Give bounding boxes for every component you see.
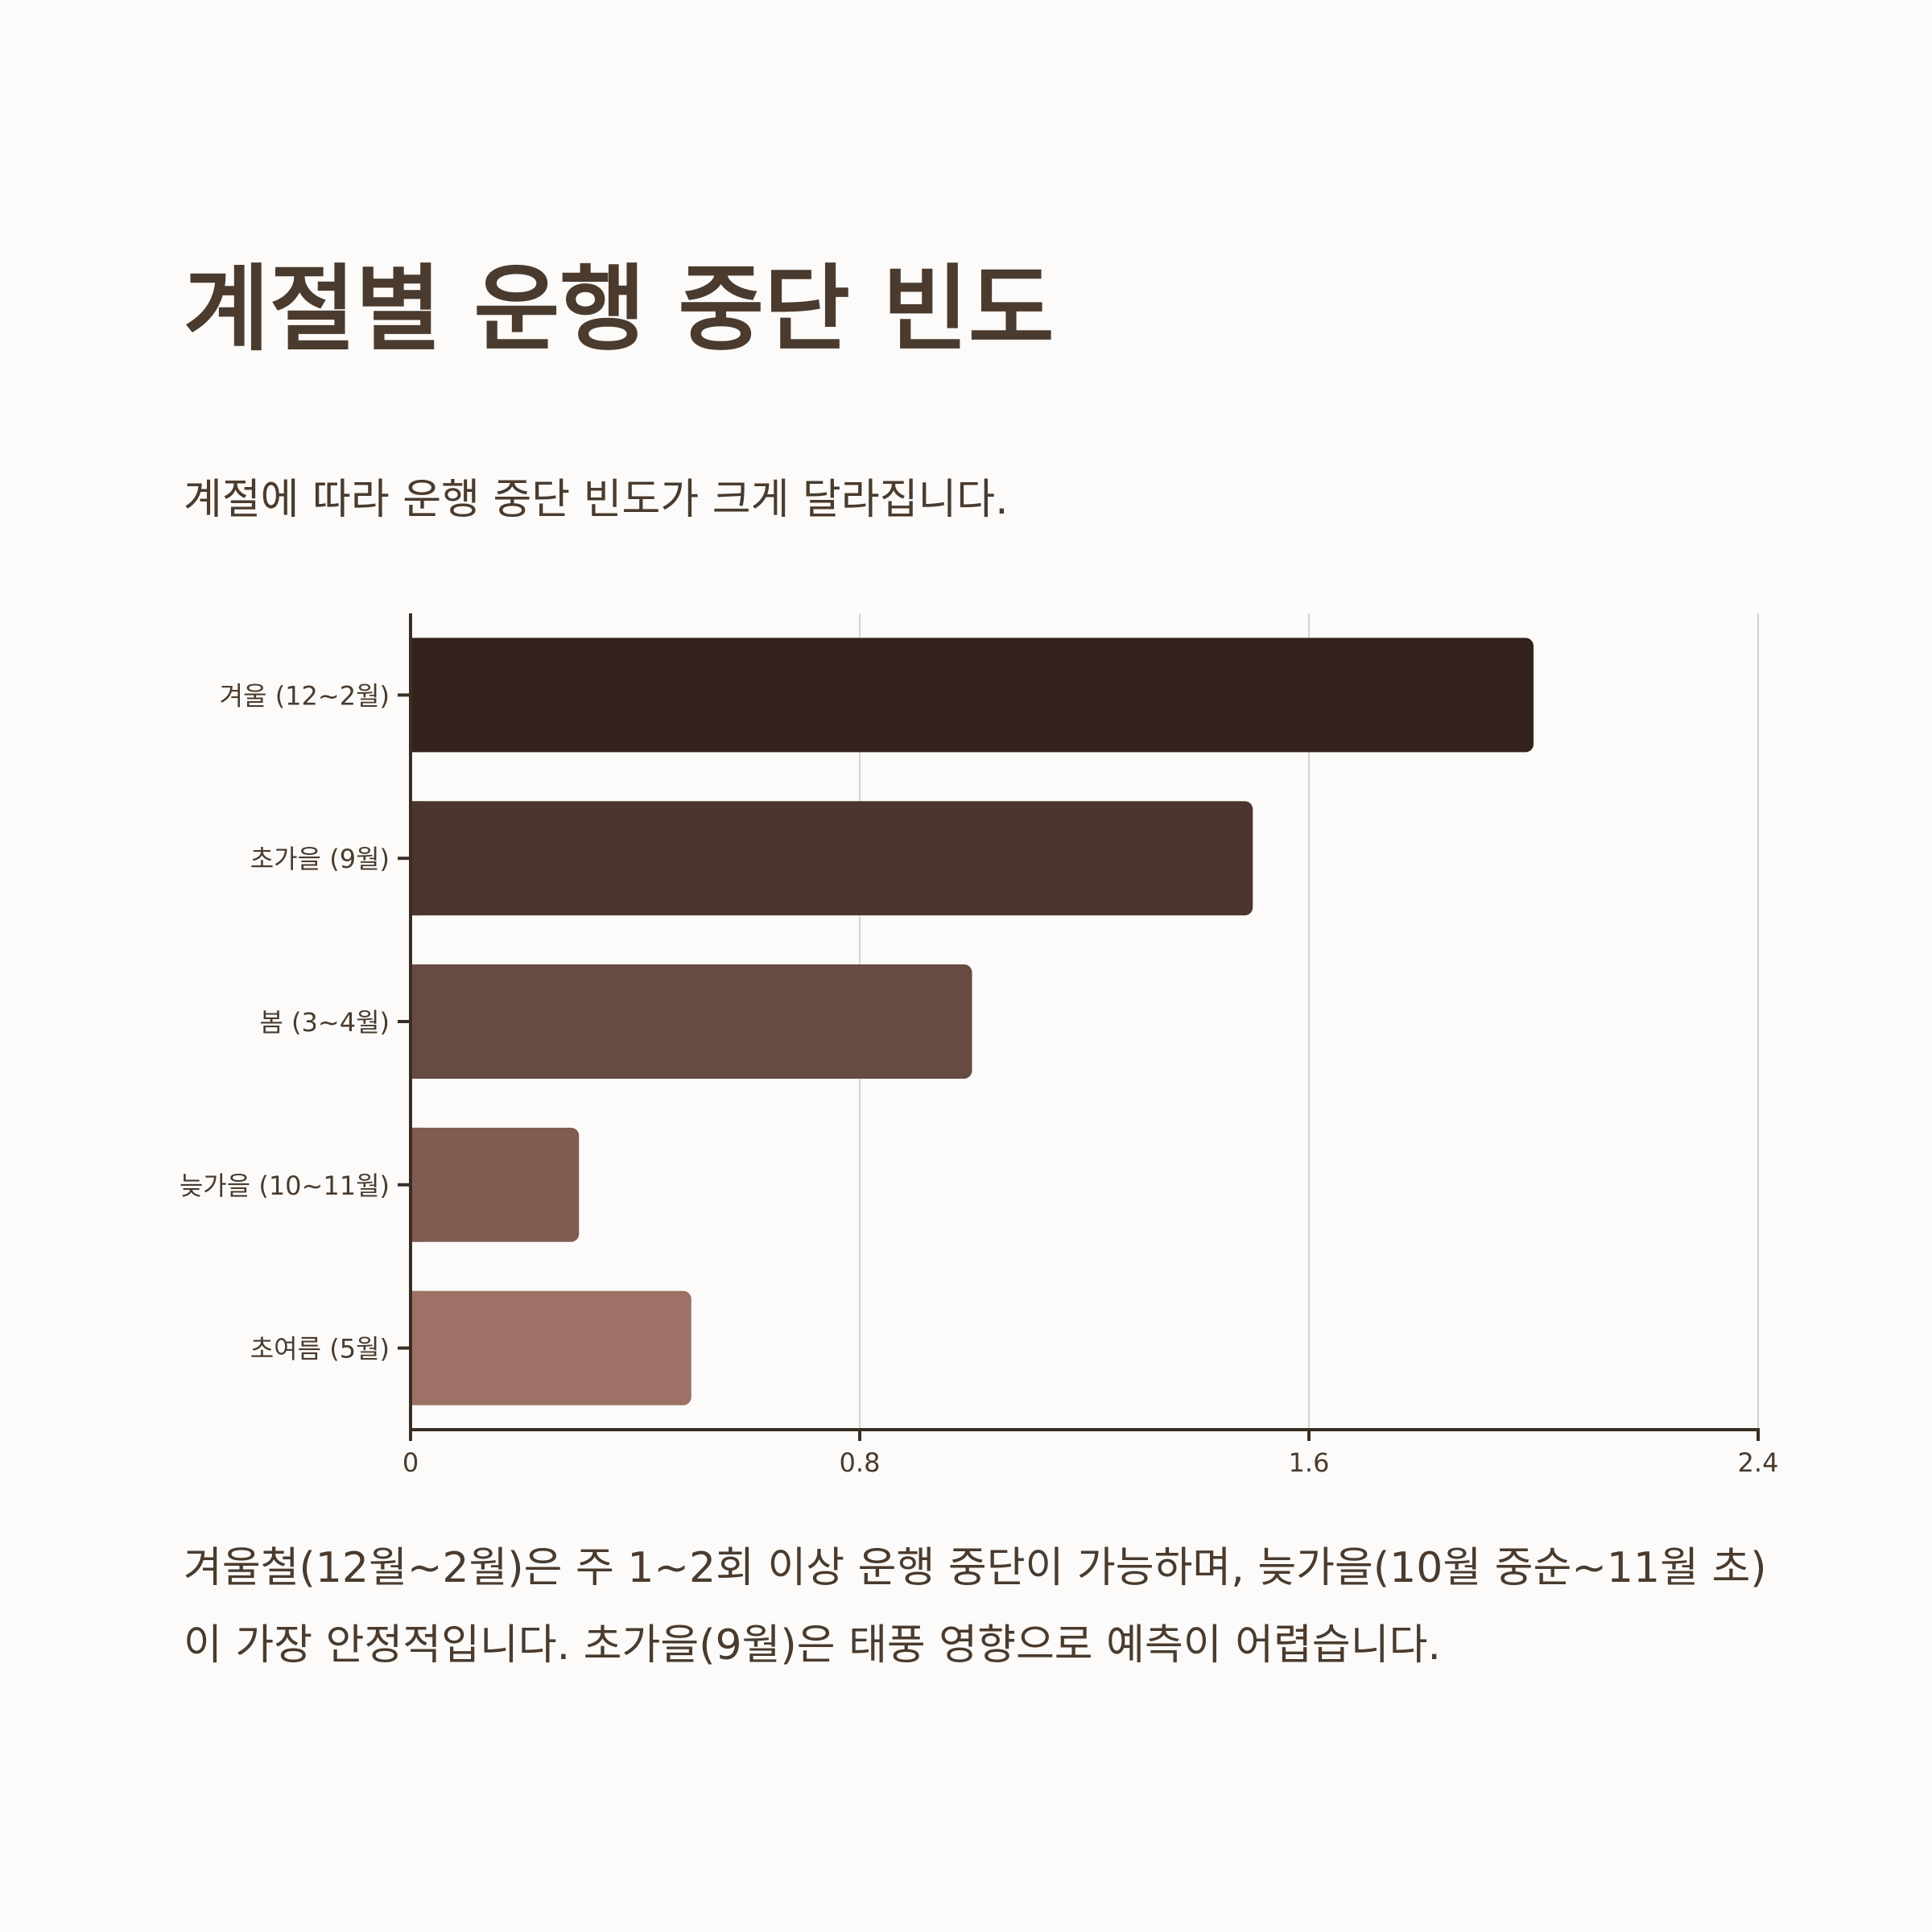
tick-labels: 0 0.8 1.6 2.4 겨울 (12~2월) 초가을 (9월) 봄 (3~4월) 늦가을 … (180, 680, 1779, 1478)
bar-4-base (411, 1127, 420, 1242)
y-tick-label: 초가을 (9월) (250, 844, 390, 874)
bars (411, 638, 1534, 1406)
bar-4 (411, 1127, 580, 1242)
bar-1-base (411, 638, 420, 753)
x-tick-label: 2.4 (1738, 1447, 1779, 1478)
x-tick-label: 0.8 (840, 1447, 881, 1478)
bar-5 (411, 1290, 691, 1406)
bar-5-base (411, 1290, 420, 1406)
chart-footnote: 겨울철(12월~2월)은 주 1~2회 이상 운행 중단이 가능하며, 늦가을(… (184, 1544, 1767, 1670)
x-tick-label: 1.6 (1289, 1447, 1330, 1478)
y-tick-label: 늦가을 (10~11월) (180, 1170, 390, 1201)
bar-3-base (411, 964, 420, 1079)
bar-3 (411, 964, 972, 1079)
bar-chart: 0 0.8 1.6 2.4 겨울 (12~2월) 초가을 (9월) 봄 (3~4월) 늦가을 … (180, 613, 1779, 1478)
page-subtitle: 계절에 따라 운행 중단 빈도가 크게 달라집니다. (184, 476, 1009, 524)
bar-2 (411, 801, 1253, 916)
page-title: 계절별 운행 중단 빈도 (184, 255, 1055, 364)
y-tick-label: 초여름 (5월) (250, 1334, 390, 1364)
bar-2-base (411, 801, 420, 916)
y-tick-label: 겨울 (12~2월) (220, 680, 390, 711)
axes (398, 613, 1760, 1441)
bar-1 (411, 638, 1534, 753)
y-tick-label: 봄 (3~4월) (259, 1007, 390, 1038)
x-tick-label: 0 (402, 1447, 419, 1478)
